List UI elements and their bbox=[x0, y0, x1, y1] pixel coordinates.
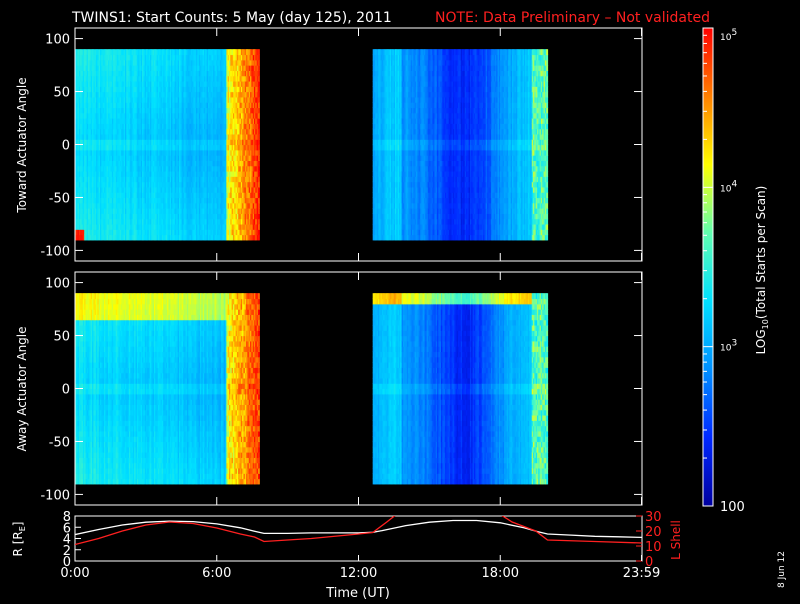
toward-heatmap bbox=[75, 49, 548, 240]
chart-title: TWINS1: Start Counts: 5 May (day 125), 2… bbox=[71, 10, 392, 26]
data-note: NOTE: Data Preliminary – Not validated bbox=[435, 10, 710, 26]
